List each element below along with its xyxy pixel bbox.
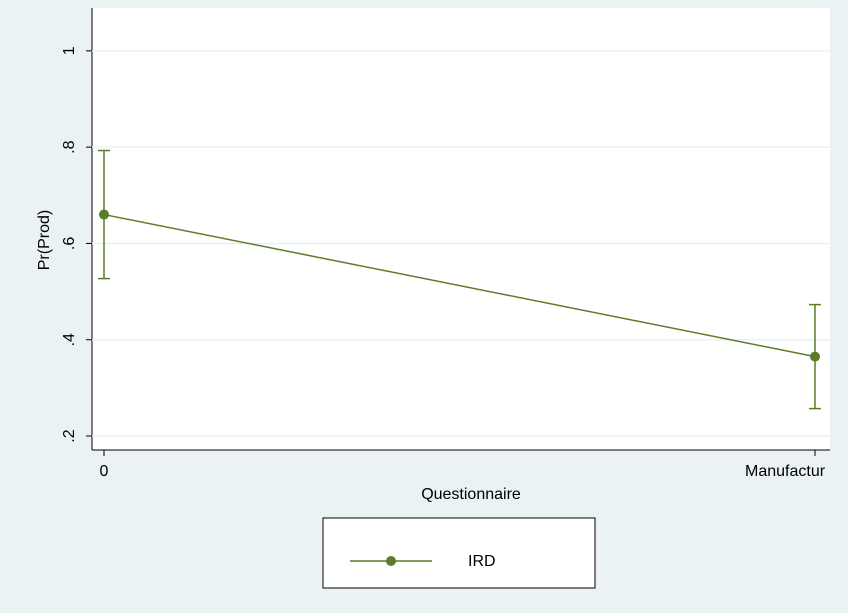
- y-tick-label: .2: [61, 429, 78, 442]
- point: [810, 351, 820, 362]
- series-line: [103, 213, 816, 358]
- x-tick-label: Manufactur: [745, 463, 826, 480]
- y-tick-label: .4: [61, 333, 78, 346]
- x-tick-label: 0: [100, 463, 109, 480]
- legend-label: IRD: [468, 553, 496, 570]
- legend-marker: [386, 556, 396, 566]
- y-axis-title: Pr(Prod): [36, 210, 53, 270]
- y-tick-label: .8: [61, 140, 78, 153]
- y-tick-label: .6: [61, 237, 78, 250]
- x-axis-title: Questionnaire: [421, 486, 521, 503]
- plot-area: [92, 8, 830, 450]
- y-tick-label: 1: [61, 46, 78, 55]
- legend: [322, 517, 596, 589]
- point: [99, 209, 109, 220]
